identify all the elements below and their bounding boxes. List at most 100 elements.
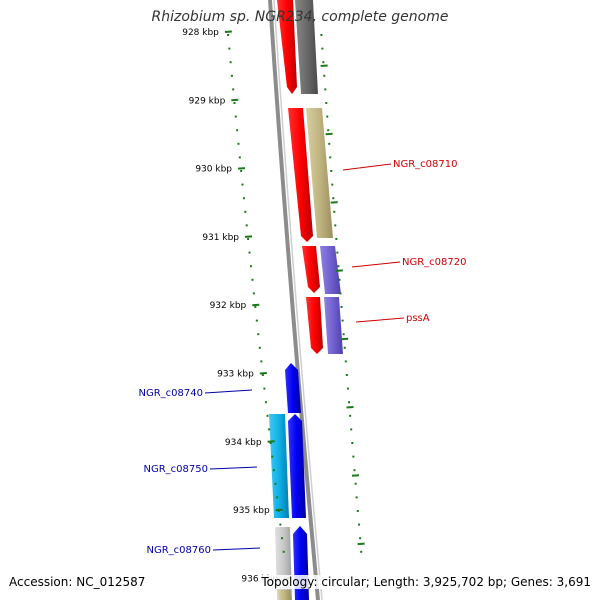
gene-gray [295,0,318,94]
track-dot-left [237,142,240,145]
track-dot-right [352,455,355,458]
track-dot-right [354,482,357,485]
gene-label-NGR_c08740[interactable]: NGR_c08740 [139,388,204,399]
track-dot-left [254,306,257,308]
kbp-label: 931 kbp [202,233,239,243]
gene-cyan [269,414,289,518]
track-dot-right [330,170,333,172]
track-dot-left [258,346,261,349]
kbp-tick [224,30,232,33]
gene-blue [288,414,306,518]
track-dot-left [274,482,277,485]
kbp-label: 932 kbp [210,301,247,311]
track-dot-left [233,102,236,104]
track-dot-right [349,414,352,417]
gene-purple [320,246,341,294]
gene-label-pssA[interactable]: pssA [406,313,430,324]
gene-label-NGR_c08760[interactable]: NGR_c08760 [147,545,212,556]
track-dot-left [260,360,263,363]
outer-track-dots [227,34,363,553]
track-dot-right [350,428,353,431]
track-dot-right [348,401,351,404]
kbp-tick [244,235,253,238]
kbp-tick-right [351,474,360,477]
track-dot-right [360,550,363,553]
gene-khaki-small [278,590,291,600]
track-dot-right [340,306,343,308]
gene-purple [324,297,343,354]
track-dot-left [264,401,267,404]
callout-line [351,261,401,268]
track-dot-left [238,156,241,159]
gene-label-NGR_c08750[interactable]: NGR_c08750 [144,464,209,475]
track-dot-right [342,333,345,336]
track-dot-right [328,142,331,145]
track-dot-left [279,523,282,526]
kbp-label: 929 kbp [189,96,226,106]
kbp-tick [252,303,260,307]
accession-label: Accession: NC_012587 [9,575,148,589]
forward-genes [277,0,343,354]
track-dot-left [255,319,258,322]
track-dot-right [329,156,332,159]
track-dot-left [263,387,266,390]
track-dot-left [228,47,231,50]
track-dot-right [322,61,325,64]
kbp-tick [267,440,275,443]
track-dot-left [240,170,243,172]
kbp-tick-right [330,201,338,204]
map-title: Rhizobium sp. NGR234, complete genome [151,9,449,25]
track-dot-left [244,210,247,213]
track-dot-left [234,115,237,118]
track-dot-right [351,442,354,444]
callout-line [342,163,392,171]
track-dot-left [276,496,279,499]
track-dot-left [230,74,233,77]
track-dot-right [357,523,360,526]
track-dot-right [324,88,327,91]
track-dot-right [359,537,362,540]
track-dot-left [227,34,230,36]
kbp-label: 934 kbp [225,438,262,448]
gene-red [277,0,297,94]
gene-blue [285,363,301,413]
track-dot-right [320,34,323,36]
track-dot-right [343,346,346,349]
callout-line [209,466,258,470]
track-dot-right [356,510,359,512]
track-dot-right [355,496,358,499]
kbp-label: 933 kbp [217,370,254,380]
gene-light [275,527,292,600]
track-dot-right [346,387,349,390]
track-dot-right [344,360,347,363]
track-dot-right [337,265,340,268]
gene-callouts: NGR_c08710 NGR_c08720 pssA NGR_c08740 NG… [139,159,467,556]
track-dot-left [281,537,284,540]
track-dot-right [327,129,330,132]
track-dot-right [321,47,324,50]
callout-line [355,317,405,323]
track-dot-left [272,469,275,472]
track-dot-left [232,88,235,91]
track-dot-right [325,102,328,104]
backbone-inner [273,0,323,600]
track-dot-right [332,197,335,200]
gene-red [288,108,313,242]
track-dot-left [236,129,239,132]
kbp-label: 935 kbp [233,506,270,516]
kbp-label: 928 kbp [182,28,219,38]
track-dot-right [331,183,334,186]
track-dot-left [249,265,252,268]
callout-line [212,547,261,551]
gene-label-NGR_c08720[interactable]: NGR_c08720 [402,257,467,268]
track-dot-left [266,414,269,417]
track-dot-right [338,278,341,281]
backbone-outer [268,0,320,600]
kbp-tick-right [341,337,349,341]
kbp-tick [237,167,246,170]
track-dot-left [257,333,260,336]
gene-label-NGR_c08710[interactable]: NGR_c08710 [393,159,458,170]
track-dot-left [241,183,244,186]
callout-line [204,389,253,394]
